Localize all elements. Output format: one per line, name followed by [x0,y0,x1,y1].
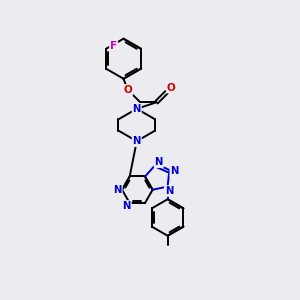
Text: N: N [113,185,122,195]
Text: O: O [167,82,176,93]
Text: F: F [110,41,117,51]
Text: N: N [123,201,131,211]
Text: N: N [170,166,179,176]
Text: N: N [165,186,173,196]
Text: N: N [133,104,141,114]
Text: O: O [124,85,132,95]
Text: N: N [154,157,163,167]
Text: N: N [133,136,141,146]
